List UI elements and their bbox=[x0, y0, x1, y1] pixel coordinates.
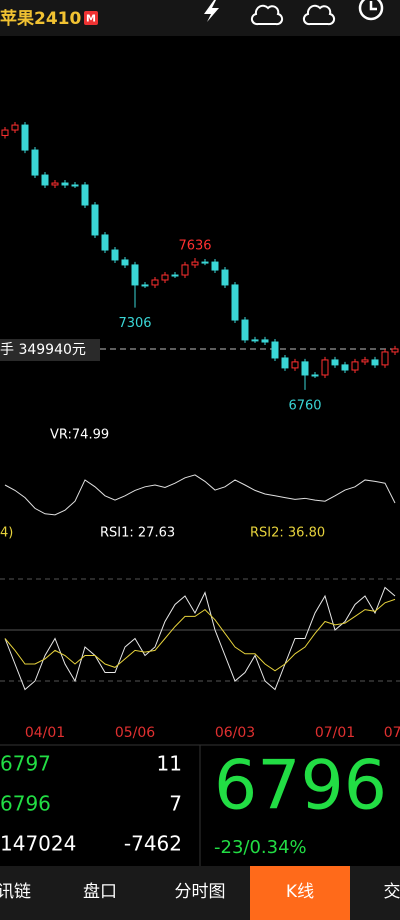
candle-body bbox=[51, 182, 59, 186]
date-label: 07/01 bbox=[315, 725, 355, 741]
candle-body bbox=[1, 129, 9, 136]
tab[interactable]: K线 bbox=[286, 882, 314, 902]
candle-body bbox=[321, 359, 329, 376]
candle-body bbox=[241, 319, 249, 341]
candle-body bbox=[271, 341, 279, 359]
quote-left: 147024 bbox=[0, 832, 76, 856]
candle-body bbox=[261, 339, 269, 343]
candle-body bbox=[131, 264, 139, 286]
low-label: 6760 bbox=[288, 398, 321, 413]
vr-line bbox=[4, 474, 396, 516]
contract-title: 苹果2410 bbox=[0, 8, 81, 29]
vr-label: VR:74.99 bbox=[50, 428, 109, 443]
candle-body bbox=[91, 204, 99, 236]
clock-hands bbox=[369, 1, 377, 11]
cloud-sync-icon[interactable] bbox=[302, 4, 336, 26]
candle-body bbox=[171, 274, 179, 277]
candle-body bbox=[371, 359, 379, 366]
candle-body bbox=[11, 124, 19, 131]
rsi2-label: RSI2: 36.80 bbox=[250, 526, 325, 541]
last-price: 6796 bbox=[214, 747, 387, 826]
candle-body bbox=[181, 264, 189, 276]
date-label: 06/03 bbox=[215, 725, 255, 741]
quote-right: 7 bbox=[169, 792, 182, 816]
candle-body bbox=[101, 234, 109, 251]
candle-body bbox=[21, 124, 29, 151]
date-label: 07/ bbox=[384, 725, 400, 741]
candle-body bbox=[301, 361, 309, 376]
candle-body bbox=[31, 149, 39, 176]
cloud-icon[interactable] bbox=[250, 4, 284, 26]
candle-body bbox=[311, 374, 319, 377]
rsi-period: 4) bbox=[0, 526, 13, 541]
quote-right: -7462 bbox=[124, 832, 182, 856]
candle-body bbox=[231, 284, 239, 321]
candle-body bbox=[121, 259, 129, 266]
candle-body bbox=[61, 182, 69, 186]
date-label: 04/01 bbox=[25, 725, 65, 741]
date-label: 05/06 bbox=[115, 725, 155, 741]
clock-icon[interactable] bbox=[358, 0, 384, 21]
position-label: 手 349940元 bbox=[0, 342, 86, 358]
tab[interactable]: 讯链 bbox=[0, 882, 31, 902]
candle-body bbox=[361, 359, 369, 363]
candle-body bbox=[281, 357, 289, 369]
flash-icon[interactable] bbox=[204, 0, 219, 22]
candle-body bbox=[221, 269, 229, 286]
candle-body bbox=[351, 361, 359, 371]
candle-body bbox=[341, 364, 349, 371]
candle-body bbox=[81, 184, 89, 206]
badge-bg bbox=[84, 11, 98, 25]
candle-body bbox=[381, 351, 389, 366]
quote-left: 6797 bbox=[0, 752, 51, 776]
rsi-line bbox=[4, 598, 396, 672]
candle-body bbox=[41, 174, 49, 186]
candle-body bbox=[111, 249, 119, 261]
candle-body bbox=[251, 339, 259, 342]
tab-active-bg bbox=[250, 866, 350, 920]
rsi1-label: RSI1: 27.63 bbox=[100, 526, 175, 541]
rsi-line bbox=[4, 586, 396, 691]
tab[interactable]: 交 bbox=[384, 882, 400, 902]
candle-body bbox=[211, 261, 219, 271]
high-label: 7636 bbox=[178, 239, 211, 254]
candle-body bbox=[391, 348, 399, 353]
candle-body bbox=[161, 274, 169, 281]
candle-body bbox=[201, 261, 209, 264]
candle-body bbox=[151, 279, 159, 286]
candle-body bbox=[331, 359, 339, 366]
quote-left: 6796 bbox=[0, 792, 51, 816]
candle-body bbox=[291, 361, 299, 369]
tab[interactable]: 盘口 bbox=[83, 882, 117, 902]
price-change: -23/0.34% bbox=[214, 837, 307, 858]
tab[interactable]: 分时图 bbox=[175, 882, 226, 902]
candle-body bbox=[141, 284, 149, 287]
candle-body bbox=[191, 261, 199, 266]
badge: M bbox=[86, 14, 96, 25]
candle-body bbox=[71, 184, 79, 187]
quote-right: 11 bbox=[157, 752, 182, 776]
low-label: 7306 bbox=[118, 316, 151, 331]
position-box bbox=[0, 339, 100, 361]
